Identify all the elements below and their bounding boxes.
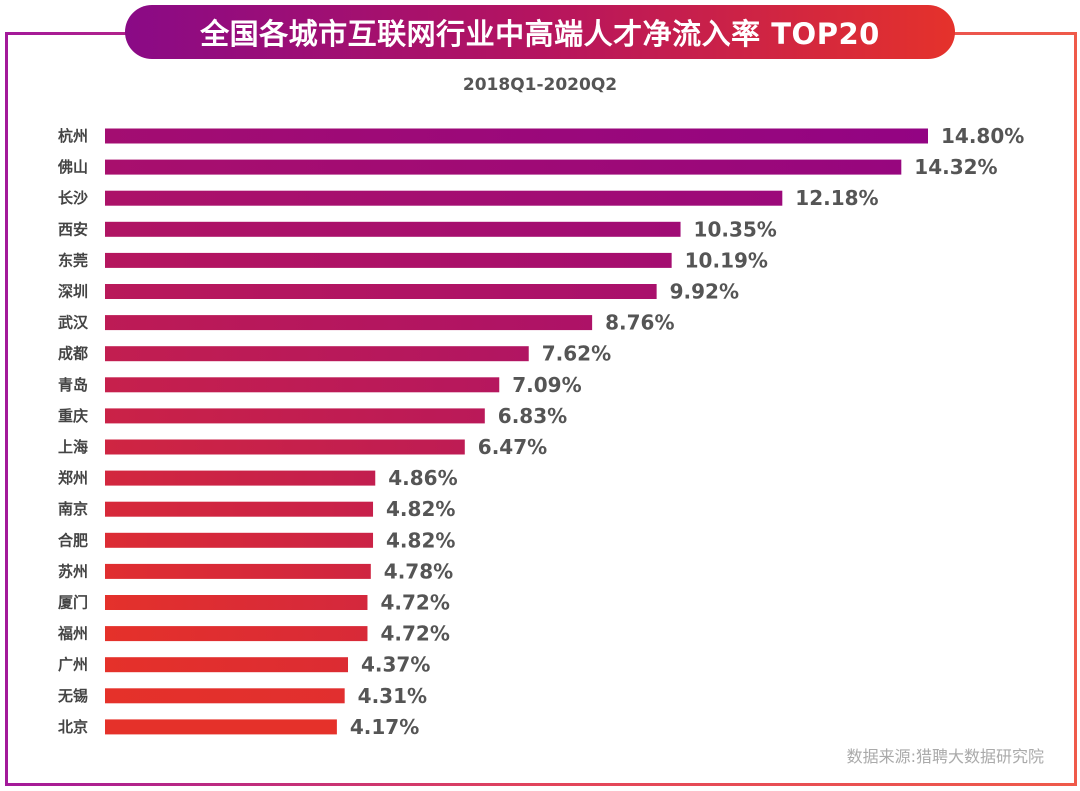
bar — [105, 439, 465, 455]
category-label: 郑州 — [58, 469, 88, 487]
bar — [105, 501, 374, 517]
bar — [105, 221, 681, 237]
category-label: 杭州 — [58, 127, 88, 145]
chart-subtitle: 2018Q1-2020Q2 — [462, 75, 618, 95]
category-label: 成都 — [58, 345, 88, 363]
bar — [105, 563, 371, 579]
bar — [105, 657, 349, 673]
value-label: 4.72% — [380, 622, 449, 646]
bar — [105, 408, 485, 424]
category-label: 合肥 — [57, 531, 88, 549]
category-label: 无锡 — [57, 687, 88, 705]
bar — [105, 626, 368, 642]
value-label: 10.19% — [685, 248, 768, 272]
value-label: 14.32% — [914, 155, 997, 179]
category-label: 长沙 — [58, 189, 88, 207]
bar — [105, 346, 529, 362]
category-label: 东莞 — [58, 251, 88, 269]
category-label: 重庆 — [58, 407, 88, 425]
value-label: 4.31% — [358, 684, 427, 708]
bar — [105, 377, 500, 393]
category-label: 上海 — [58, 438, 88, 456]
value-label: 6.47% — [478, 435, 547, 459]
category-label: 深圳 — [58, 283, 88, 301]
category-label: 武汉 — [58, 314, 89, 332]
bar — [105, 128, 928, 144]
chart-title: 全国各城市互联网行业中高端人才净流入率 TOP20 — [200, 17, 880, 51]
bar — [105, 532, 374, 548]
value-label: 4.17% — [350, 715, 419, 739]
value-label: 7.09% — [512, 373, 581, 397]
title-banner: 全国各城市互联网行业中高端人才净流入率 TOP20 — [125, 5, 955, 59]
bar — [105, 284, 657, 299]
data-source: 数据来源:猎聘大数据研究院 — [846, 747, 1044, 766]
value-label: 4.72% — [380, 591, 449, 615]
bar — [105, 315, 593, 331]
category-label: 佛山 — [57, 158, 88, 176]
category-label: 厦门 — [58, 594, 88, 612]
value-label: 4.78% — [384, 559, 453, 583]
value-label: 10.35% — [694, 217, 777, 241]
bar — [105, 190, 783, 206]
bar — [105, 252, 672, 268]
value-label: 4.86% — [388, 466, 457, 490]
category-label: 北京 — [58, 718, 88, 736]
value-label: 4.82% — [386, 528, 455, 552]
value-label: 4.37% — [361, 653, 430, 677]
bar — [105, 595, 368, 610]
bar — [105, 719, 337, 735]
category-label: 西安 — [58, 220, 88, 238]
category-label: 苏州 — [58, 562, 88, 580]
value-label: 14.80% — [941, 124, 1024, 148]
value-label: 4.82% — [386, 497, 455, 521]
value-label: 6.83% — [498, 404, 567, 428]
category-label: 广州 — [58, 656, 88, 674]
value-label: 8.76% — [605, 311, 674, 335]
bar — [105, 470, 376, 486]
category-label: 福州 — [57, 625, 88, 643]
bar — [105, 688, 345, 704]
value-label: 7.62% — [542, 342, 611, 366]
bar — [105, 159, 902, 175]
category-label: 青岛 — [58, 376, 88, 394]
value-label: 9.92% — [670, 280, 739, 304]
category-label: 南京 — [58, 500, 88, 518]
value-label: 12.18% — [795, 186, 878, 210]
